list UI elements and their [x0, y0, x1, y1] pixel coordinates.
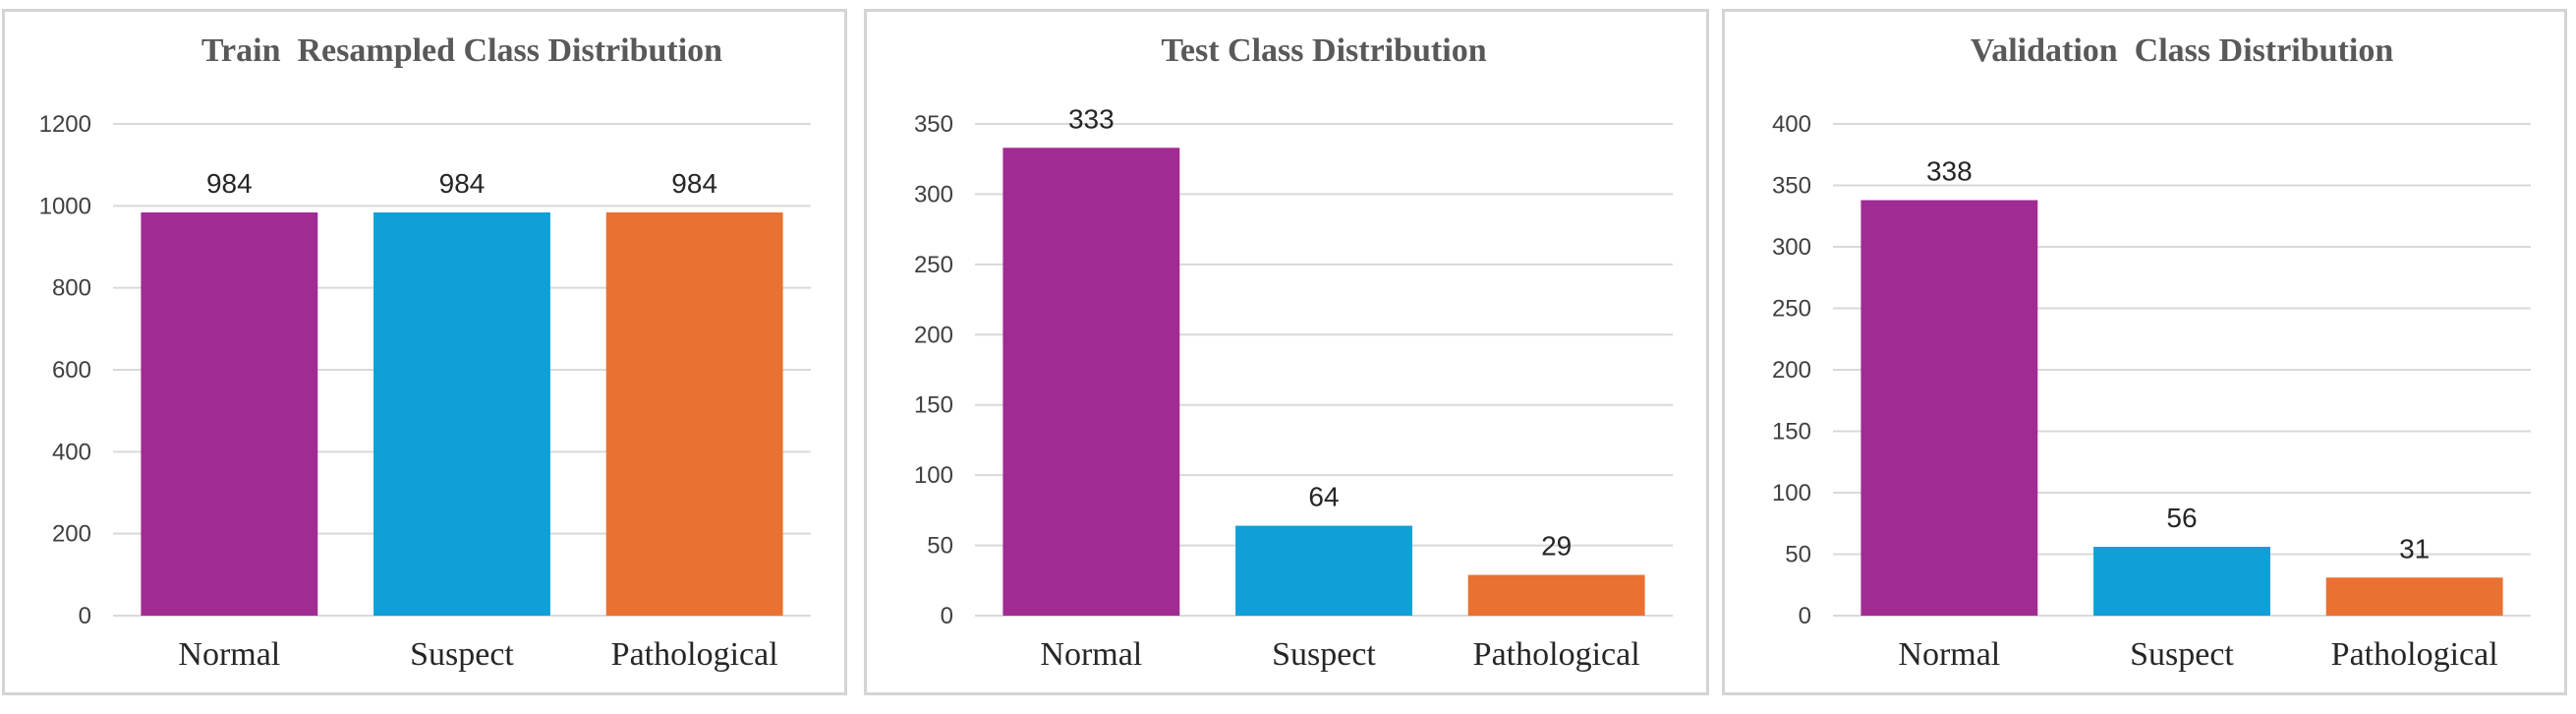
y-tick-label: 300 [914, 181, 953, 208]
bar [1235, 525, 1412, 616]
category-label: Suspect [410, 636, 514, 673]
chart-title: Test Class Distribution [1161, 32, 1486, 69]
validation-chart: Validation Class Distribution 0 50 100 150 20… [1772, 32, 2531, 673]
bar [1002, 148, 1180, 617]
data-label: 56 [2166, 503, 2197, 533]
data-label: 29 [1541, 531, 1572, 562]
category-label: Normal [178, 636, 280, 673]
y-tick-label: 200 [1772, 357, 1811, 384]
category-label: Suspect [1272, 636, 1376, 673]
y-tick-label: 400 [1772, 111, 1811, 138]
data-label: 338 [1926, 156, 1973, 187]
train-chart: Train Resampled Class Distribution 0 200 40… [39, 32, 811, 673]
y-tick-label: 350 [1772, 173, 1811, 200]
chart-title: Train Resampled Class Distribution [201, 32, 722, 69]
y-tick-label: 50 [927, 533, 953, 560]
data-label: 31 [2399, 533, 2430, 564]
y-tick-label: 800 [52, 275, 91, 302]
chart-title: Validation Class Distribution [1971, 32, 2394, 69]
bar [1467, 574, 1645, 616]
bar [2093, 547, 2270, 616]
bar [1860, 200, 2038, 616]
y-tick-label: 0 [79, 603, 91, 629]
test-chart: Test Class Distribution 0 50 100 150 200 250 30… [914, 32, 1673, 673]
y-tick-label: 100 [1772, 480, 1811, 506]
y-tick-label: 1200 [39, 111, 91, 138]
chart-panel-validation: Validation Class Distribution 0 50 100 150 20… [1722, 9, 2567, 695]
bar [141, 212, 318, 616]
y-tick-label: 200 [52, 521, 91, 548]
y-tick-label: 50 [1785, 542, 1811, 568]
y-tick-label: 350 [914, 111, 953, 138]
y-tick-label: 300 [1772, 234, 1811, 261]
bar [2325, 577, 2503, 616]
data-label: 984 [206, 168, 253, 199]
y-tick-label: 150 [1772, 419, 1811, 446]
y-tick-label: 0 [941, 603, 953, 629]
category-label: Normal [1040, 636, 1142, 673]
category-label: Pathological [2331, 636, 2498, 673]
category-label: Suspect [2130, 636, 2234, 673]
y-tick-label: 1000 [39, 193, 91, 219]
bar [373, 212, 550, 616]
category-label: Pathological [1473, 636, 1640, 673]
data-label: 333 [1068, 103, 1115, 134]
y-tick-label: 150 [914, 392, 953, 419]
chart-panel-test: Test Class Distribution 0 50 100 150 200 250 30… [864, 9, 1709, 695]
y-tick-label: 250 [914, 252, 953, 278]
category-label: Pathological [611, 636, 778, 673]
y-tick-label: 0 [1799, 603, 1811, 629]
y-tick-label: 200 [914, 322, 953, 348]
y-tick-label: 100 [914, 462, 953, 489]
data-label: 984 [671, 168, 717, 199]
bar [605, 212, 783, 616]
y-tick-label: 250 [1772, 296, 1811, 323]
y-tick-label: 400 [52, 439, 91, 465]
data-label: 984 [439, 168, 486, 199]
y-tick-label: 600 [52, 357, 91, 384]
chart-panel-train: Train Resampled Class Distribution 0 200 40… [2, 9, 847, 695]
data-label: 64 [1308, 482, 1339, 512]
category-label: Normal [1898, 636, 2000, 673]
